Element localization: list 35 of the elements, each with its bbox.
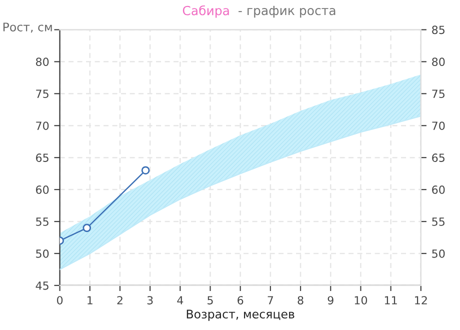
line-series (60, 115, 421, 270)
y2-tick-label: 55 (432, 218, 444, 226)
y-tick-label: 65 (36, 154, 48, 162)
y-tick-label: 45 (36, 282, 48, 290)
x-tick-label: 12 (415, 296, 427, 304)
y-tick-label: 70 (36, 122, 49, 130)
y2-tick-label: 60 (432, 186, 445, 194)
x-tick-label: 7 (268, 296, 274, 304)
x-tick-label: 6 (238, 296, 244, 304)
x-tick-label: 4 (177, 296, 184, 304)
point (82, 224, 92, 232)
y-tick-label: 75 (36, 90, 48, 98)
y-tick-label: 80 (36, 58, 49, 66)
y2-tick-label: 75 (432, 90, 444, 98)
x-tick-label: 0 (57, 296, 63, 304)
y-tick-label: 55 (36, 218, 48, 226)
y-tick-label: 60 (36, 186, 49, 194)
x-tick-label: 3 (147, 296, 153, 304)
point (141, 166, 150, 175)
x-tick-label: 2 (117, 296, 122, 304)
y-axis-title: Рост, см (3, 22, 52, 33)
y2-tick-label: 80 (432, 58, 445, 66)
x-tick-label: 1 (88, 296, 92, 304)
x-tick-label: 8 (298, 296, 304, 304)
x-tick-label: 11 (384, 296, 397, 304)
y2-tick-label: 65 (432, 154, 444, 162)
x-tick-label: 9 (328, 296, 334, 304)
y2-tick-label: 50 (432, 249, 445, 258)
chart-title: Сабира - график роста (182, 5, 336, 18)
y2-tick-label: 70 (432, 122, 445, 130)
x-tick-label: 10 (354, 296, 368, 304)
x-tick-label: 5 (208, 296, 213, 304)
y-tick-label: 50 (36, 249, 49, 258)
x-axis-title: Возраст, месяцев (186, 310, 294, 321)
y2-tick-label: 85 (432, 26, 444, 34)
